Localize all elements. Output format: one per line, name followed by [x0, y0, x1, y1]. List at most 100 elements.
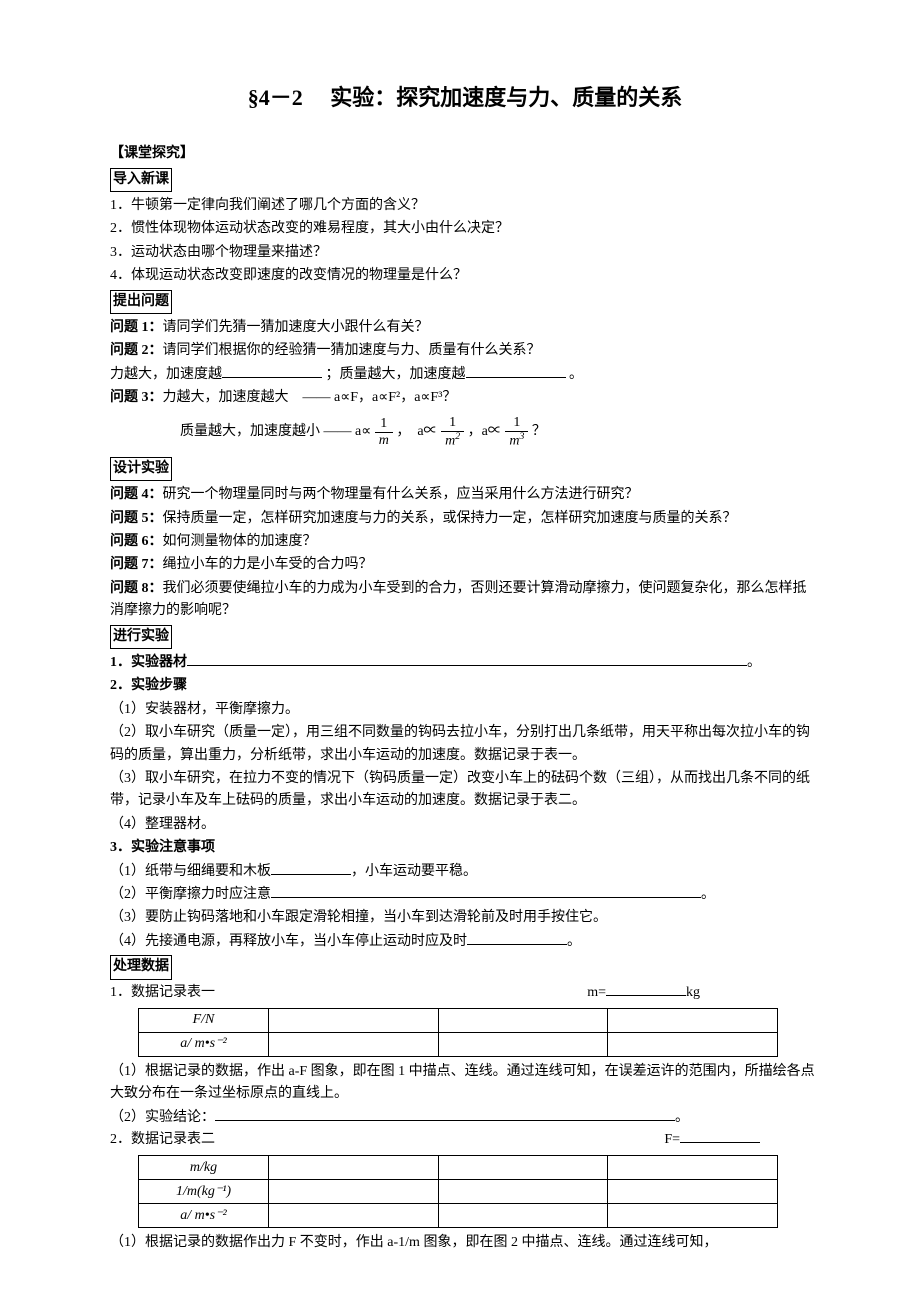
data-table-2: m/kg 1/m(kg⁻¹) a/ m•s⁻² [138, 1155, 778, 1228]
q3-formula-sep2: ，a∝ [468, 424, 502, 439]
t2-row3-label: a/ m•s⁻² [139, 1204, 269, 1228]
question-2-fill: 力越大，加速度越 ；质量越大，加速度越 。 [110, 364, 820, 386]
question-2: 问题 2：请同学们根据你的经验猜一猜加速度与力、质量有什么关系？ [110, 340, 820, 362]
m-unit: kg [686, 985, 700, 1000]
t1-note-2: （2）实验结论：。 [110, 1107, 820, 1129]
q8-text: 我们必须要使绳拉小车的力成为小车受到的合力，否则还要计算滑动摩擦力，使问题复杂化… [110, 581, 807, 618]
data-table-1: F/N a/ m•s⁻² [138, 1008, 778, 1057]
q4-text: 研究一个物理量同时与两个物理量有什么关系，应当采用什么方法进行研究？ [163, 487, 639, 502]
table-row: a/ m•s⁻² [139, 1204, 778, 1228]
blank-m-value[interactable] [606, 982, 686, 996]
table-row: a/ m•s⁻² [139, 1032, 778, 1056]
q2-part-c: 。 [569, 367, 583, 382]
note-3: （3）要防止钩码落地和小车跟定滑轮相撞，当小车到达滑轮前及时用手按住它。 [110, 907, 820, 929]
table2-f-field: F= [664, 1129, 820, 1151]
t2-cell[interactable] [438, 1204, 608, 1228]
step-3: （3）取小车研究，在拉力不变的情况下（钩码质量一定）改变小车上的砝码个数（三组）… [110, 768, 820, 813]
intro-line-3: 3．运动状态由哪个物理量来描述？ [110, 242, 820, 264]
step-1: （1）安装器材，平衡摩擦力。 [110, 699, 820, 721]
classroom-inquiry-header: 【课堂探究】 [110, 143, 820, 165]
t2-cell[interactable] [269, 1156, 439, 1180]
note-2: （2）平衡摩擦力时应注意 。 [110, 884, 820, 906]
note-1b: ，小车运动要平稳。 [351, 864, 477, 879]
q8-label: 问题 8： [110, 581, 163, 596]
process-data-box: 处理数据 [110, 955, 172, 979]
q2-label: 问题 2： [110, 343, 163, 358]
note-2a: （2）平衡摩擦力时应注意 [110, 887, 271, 902]
table-row: m/kg [139, 1156, 778, 1180]
blank-note2[interactable] [271, 884, 701, 898]
q4-label: 问题 4： [110, 487, 163, 502]
equipment-label: 1．实验器材 [110, 655, 187, 670]
q7-label: 问题 7： [110, 557, 163, 572]
q1-label: 问题 1： [110, 320, 163, 335]
t2-row2-label: 1/m(kg⁻¹) [139, 1180, 269, 1204]
intro-line-4: 4．体现运动状态改变即速度的改变情况的物理量是什么？ [110, 265, 820, 287]
m-label: m= [587, 985, 606, 1000]
t1-cell[interactable] [438, 1008, 608, 1032]
step-2: （2）取小车研究（质量一定），用三组不同数量的钩码去拉小车，分别打出几条纸带，用… [110, 722, 820, 767]
t2-cell[interactable] [269, 1204, 439, 1228]
blank-note1[interactable] [271, 861, 351, 875]
equipment-line: 1．实验器材 。 [110, 652, 820, 674]
t1-cell[interactable] [608, 1032, 778, 1056]
conduct-experiment-box: 进行实验 [110, 625, 172, 649]
t1-row1-label: F/N [139, 1008, 269, 1032]
t1-cell[interactable] [269, 1008, 439, 1032]
t1-note-2a: （2）实验结论： [110, 1110, 215, 1125]
steps-label: 2．实验步骤 [110, 675, 820, 697]
equipment-tail: 。 [747, 655, 761, 670]
q3-text: 力越大，加速度越大 —— a∝F，a∝F²，a∝F³？ [163, 390, 457, 405]
t2-note-1: （1）根据记录的数据作出力 F 不变时，作出 a-1/m 图象，即在图 2 中描… [110, 1232, 820, 1254]
t2-cell[interactable] [608, 1156, 778, 1180]
question-8: 问题 8：我们必须要使绳拉小车的力成为小车受到的合力，否则还要计算滑动摩擦力，使… [110, 578, 820, 623]
q2-part-b: ；质量越大，加速度越 [326, 367, 466, 382]
blank-mass[interactable] [466, 364, 566, 378]
note-4b: 。 [567, 934, 581, 949]
q3-formula-lead: 质量越大，加速度越小 —— a∝ [180, 424, 371, 439]
q5-text: 保持质量一定，怎样研究加速度与力的关系，或保持力一定，怎样研究加速度与质量的关系… [163, 511, 737, 526]
intro-box: 导入新课 [110, 168, 172, 192]
question-6: 问题 6：如何测量物体的加速度？ [110, 531, 820, 553]
t1-row2-label: a/ m•s⁻² [139, 1032, 269, 1056]
blank-conclusion[interactable] [215, 1107, 675, 1121]
intro-line-2: 2．惯性体现物体运动状态改变的难易程度，其大小由什么决定？ [110, 218, 820, 240]
q3-formula-tail: ？ [532, 424, 546, 439]
t1-cell[interactable] [438, 1032, 608, 1056]
blank-equipment[interactable] [187, 652, 747, 666]
notes-label: 3．实验注意事项 [110, 837, 820, 859]
q2-part-a: 力越大，加速度越 [110, 367, 222, 382]
question-4: 问题 4：研究一个物理量同时与两个物理量有什么关系，应当采用什么方法进行研究？ [110, 484, 820, 506]
note-2b: 。 [701, 887, 715, 902]
question-3: 问题 3：力越大，加速度越大 —— a∝F，a∝F²，a∝F³？ [110, 387, 820, 409]
blank-force[interactable] [222, 364, 322, 378]
t1-cell[interactable] [269, 1032, 439, 1056]
q6-label: 问题 6： [110, 534, 163, 549]
t2-cell[interactable] [438, 1156, 608, 1180]
note-1: （1）纸带与细绳要和木板 ，小车运动要平稳。 [110, 861, 820, 883]
design-experiment-box: 设计实验 [110, 457, 172, 481]
t2-cell[interactable] [269, 1180, 439, 1204]
q5-label: 问题 5： [110, 511, 163, 526]
page-title: §4－2 实验：探究加速度与力、质量的关系 [110, 80, 820, 115]
t1-cell[interactable] [608, 1008, 778, 1032]
table1-header: 1．数据记录表一 [110, 982, 215, 1004]
table2-header-row: 2．数据记录表二 F= [110, 1129, 820, 1151]
f-label: F= [664, 1132, 680, 1147]
table-row: F/N [139, 1008, 778, 1032]
t1-note-1: （1）根据记录的数据，作出 a-F 图象，即在图 1 中描点、连线。通过连线可知… [110, 1061, 820, 1106]
blank-f-value[interactable] [680, 1129, 760, 1143]
question-5: 问题 5：保持质量一定，怎样研究加速度与力的关系，或保持力一定，怎样研究加速度与… [110, 508, 820, 530]
table2-header: 2．数据记录表二 [110, 1129, 215, 1151]
t2-cell[interactable] [438, 1180, 608, 1204]
note-1a: （1）纸带与细绳要和木板 [110, 864, 271, 879]
note-4: （4）先接通电源，再释放小车，当小车停止运动时应及时。 [110, 931, 820, 953]
q3-label: 问题 3： [110, 390, 163, 405]
t2-cell[interactable] [608, 1180, 778, 1204]
raise-question-box: 提出问题 [110, 290, 172, 314]
q3-formula: 质量越大，加速度越小 —— a∝ 1m ， a∝ 1m2 ，a∝ 1m3 ？ [110, 415, 820, 448]
t2-cell[interactable] [608, 1204, 778, 1228]
blank-note4[interactable] [467, 931, 567, 945]
t2-row1-label: m/kg [139, 1156, 269, 1180]
question-1: 问题 1：请同学们先猜一猜加速度大小跟什么有关？ [110, 317, 820, 339]
